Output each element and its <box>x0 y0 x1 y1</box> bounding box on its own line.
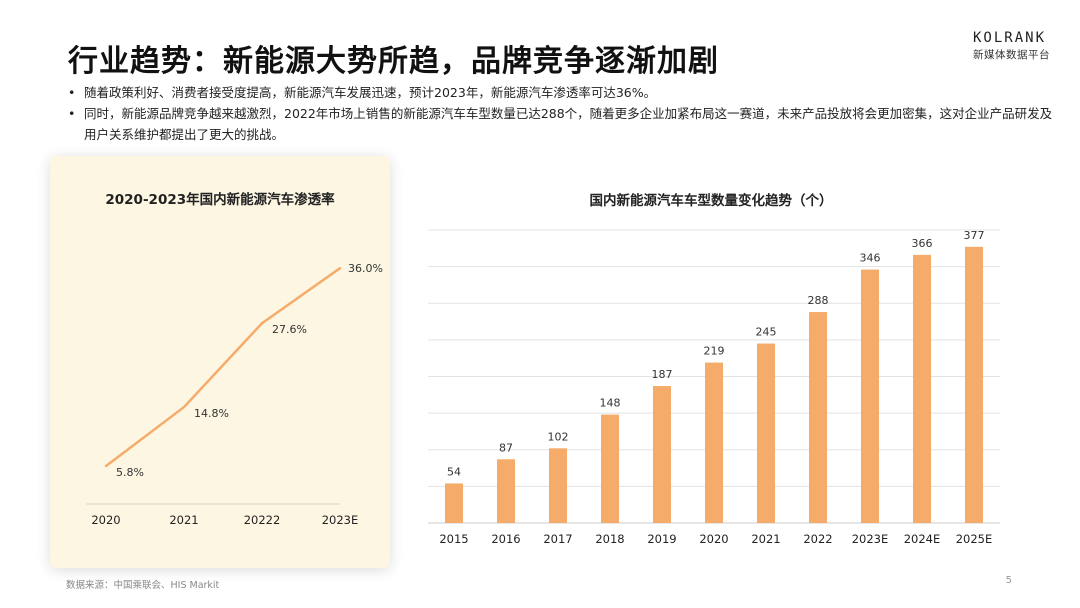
bar <box>757 343 775 523</box>
x-tick-label: 2018 <box>595 532 624 546</box>
bullet-list: 随着政策利好、消费者接受度提高，新能源汽车发展迅速，预计2023年，新能源汽车渗… <box>68 82 1058 145</box>
data-label: 219 <box>704 345 725 358</box>
bullet-item: 随着政策利好、消费者接受度提高，新能源汽车发展迅速，预计2023年，新能源汽车渗… <box>68 82 1058 103</box>
bar <box>497 459 515 523</box>
page-number: 5 <box>1005 575 1012 586</box>
bar <box>809 312 827 523</box>
bar <box>705 362 723 523</box>
data-label: 14.8% <box>194 407 229 420</box>
data-label: 148 <box>600 397 621 410</box>
data-label: 187 <box>652 368 673 381</box>
bar <box>601 414 619 523</box>
chart-title: 国内新能源汽车车型数量变化趋势（个） <box>590 192 833 209</box>
bullet-item: 同时，新能源品牌竞争越来越激烈，2022年市场上销售的新能源汽车车型数量已达28… <box>68 103 1058 145</box>
data-label: 102 <box>548 430 569 443</box>
model-count-chart: 国内新能源汽车车型数量变化趋势（个） 54 2015 87 2016 102 2017 148… <box>410 180 1050 560</box>
bar <box>653 386 671 523</box>
data-label: 5.8% <box>116 466 144 479</box>
data-label: 288 <box>808 294 829 307</box>
x-tick-label: 2016 <box>491 532 520 546</box>
model-count-bar-chart: 国内新能源汽车车型数量变化趋势（个） 54 2015 87 2016 102 2017 148… <box>428 192 1000 546</box>
x-tick-label: 2024E <box>904 532 941 546</box>
x-tick-label: 20222 <box>244 513 281 527</box>
bar <box>965 246 983 523</box>
x-tick-label: 2021 <box>169 513 198 527</box>
chart-title: 2020-2023年国内新能源汽车渗透率 <box>105 191 335 208</box>
data-label: 27.6% <box>272 323 307 336</box>
page-title: 行业趋势：新能源大势所趋，品牌竞争逐渐加剧 <box>68 44 719 79</box>
bar <box>861 269 879 523</box>
bar <box>445 483 463 523</box>
brand-name: KOLRANK <box>973 30 1047 46</box>
data-source: 数据来源：中国乘联会、HIS Markit <box>66 580 220 591</box>
brand-subtitle: 新媒体数据平台 <box>973 49 1050 61</box>
penetration-chart-card: 2020-2023年国内新能源汽车渗透率 5.8% 2020 14.8% 2021 27.… <box>50 156 390 568</box>
data-label: 87 <box>499 441 513 454</box>
data-label: 36.0% <box>348 262 383 275</box>
x-tick-label: 2021 <box>751 532 780 546</box>
x-tick-label: 2020 <box>699 532 728 546</box>
data-label: 366 <box>912 237 933 250</box>
data-label: 377 <box>964 229 985 242</box>
x-tick-label: 2025E <box>956 532 993 546</box>
x-tick-label: 2020 <box>91 513 120 527</box>
series-line <box>104 266 342 468</box>
data-label: 346 <box>860 252 881 265</box>
x-tick-label: 2019 <box>647 532 676 546</box>
penetration-line-chart: 2020-2023年国内新能源汽车渗透率 5.8% 2020 14.8% 2021 27.… <box>86 191 383 527</box>
x-tick-label: 2023E <box>322 513 359 527</box>
x-tick-label: 2023E <box>852 532 889 546</box>
x-tick-label: 2017 <box>543 532 572 546</box>
data-label: 245 <box>756 326 777 339</box>
x-tick-label: 2022 <box>803 532 832 546</box>
bar <box>913 254 931 523</box>
bar <box>549 448 567 523</box>
brand-logo: KOLRANK 新媒体数据平台 <box>973 30 1050 62</box>
data-label: 54 <box>447 465 461 478</box>
x-tick-label: 2015 <box>439 532 468 546</box>
